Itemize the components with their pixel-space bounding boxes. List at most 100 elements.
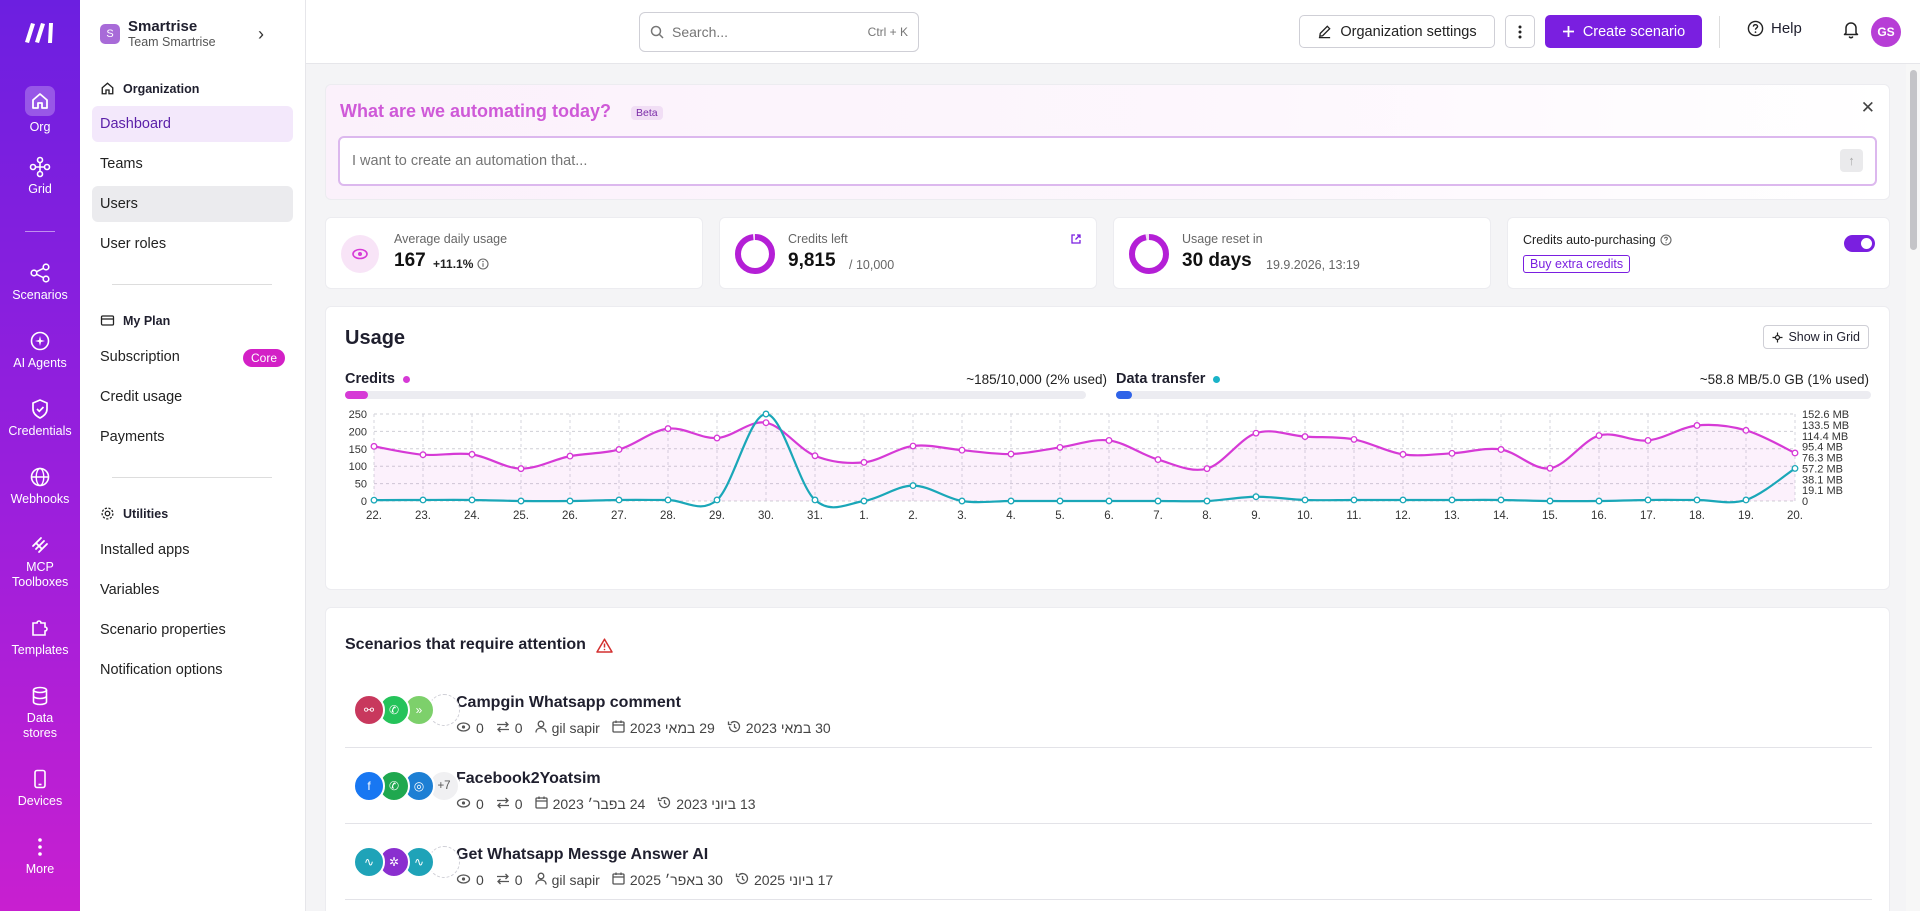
sidebar-item-credit-usage[interactable]: Credit usage — [100, 389, 183, 405]
credits-legend: Credits — [345, 371, 410, 387]
share-icon — [30, 263, 50, 283]
reset-ring-icon — [1129, 234, 1169, 274]
scenario-app-icons: ∿ ✲ ∿ — [353, 846, 460, 880]
updated-date: 17 ביוני 2025 — [735, 872, 833, 888]
scenario-name[interactable]: Campgin Whatsapp comment — [456, 694, 681, 711]
top-bar: Ctrl + K Organization settings Create sc… — [306, 0, 1920, 64]
credits-point — [1203, 465, 1211, 473]
scrollbar-thumb[interactable] — [1910, 70, 1917, 250]
scenario-row[interactable]: ∿ ✲ ∿ Get Whatsapp Messge Answer AI 0 0 gil sa… — [345, 824, 1872, 900]
close-icon[interactable]: ✕ — [1860, 98, 1875, 117]
data-transfer-point — [1595, 497, 1603, 505]
sidebar-item-variables[interactable]: Variables — [100, 582, 160, 598]
rail-item-credentials[interactable]: Credentials — [0, 398, 80, 439]
transfer-dot-icon — [1213, 375, 1221, 383]
transfers-count: 0 — [496, 796, 523, 812]
beta-badge: Beta — [631, 106, 663, 120]
calendar-icon — [534, 796, 548, 812]
data-transfer-point — [1399, 496, 1407, 504]
history-icon — [727, 720, 741, 736]
x-tick-label: 2. — [908, 510, 918, 522]
data-transfer-point — [1105, 497, 1113, 505]
x-tick-label: 8. — [1202, 510, 1212, 522]
data-transfer-point — [762, 410, 770, 418]
send-arrow-icon[interactable]: ↑ — [1840, 149, 1863, 172]
help-button[interactable]: Help — [1747, 20, 1802, 37]
search-box[interactable]: Ctrl + K — [639, 12, 919, 52]
organization-settings-button[interactable]: Organization settings — [1299, 15, 1495, 48]
x-tick-label: 26. — [562, 510, 578, 522]
sidebar-item-user-roles[interactable]: User roles — [100, 236, 167, 252]
credits-summary: ~185/10,000 (2% used) — [966, 372, 1107, 387]
rail-item-ai-agents[interactable]: AI Agents — [0, 330, 80, 371]
views-count: 0 — [456, 720, 484, 736]
help-circle-icon — [1747, 20, 1764, 37]
x-tick-label: 17. — [1640, 510, 1656, 522]
data-transfer-point — [1252, 493, 1260, 501]
scenario-meta: 0 0 24 בפבר׳ 2023 13 ביוני 2023 — [456, 796, 768, 812]
owner: gil sapir — [534, 720, 600, 736]
sidebar-item-dashboard[interactable]: Dashboard — [92, 106, 293, 142]
rail-item-templates[interactable]: Templates — [0, 617, 80, 658]
x-tick-label: 13. — [1444, 510, 1460, 522]
y-tick-label-left: 50 — [355, 479, 367, 491]
plus-icon — [1562, 26, 1574, 37]
eye-icon — [456, 872, 471, 888]
search-icon — [650, 25, 664, 39]
scenario-row[interactable]: ⚯ ✆» Campgin Whatsapp comment 0 0 gil sapir 29… — [345, 672, 1872, 748]
sidebar-item-teams[interactable]: Teams — [100, 156, 143, 172]
user-avatar[interactable]: GS — [1871, 17, 1901, 47]
rail-item-org[interactable]: Org — [0, 86, 80, 135]
y-tick-label-right: 76.3 MB — [1802, 453, 1843, 465]
rail-item-mcp-toolboxes[interactable]: MCP Toolboxes — [0, 534, 80, 590]
rail-item-more[interactable]: More — [0, 836, 80, 877]
help-circle-icon[interactable] — [1660, 234, 1672, 246]
rail-item-grid[interactable]: Grid — [0, 156, 80, 197]
search-input[interactable] — [672, 24, 868, 40]
x-tick-label: 18. — [1689, 510, 1705, 522]
attention-card: Scenarios that require attention ⚯ ✆» Camp… — [325, 607, 1890, 911]
x-tick-label: 4. — [1006, 510, 1016, 522]
user-icon — [534, 720, 547, 736]
page-scrollbar[interactable] — [1906, 64, 1920, 911]
automation-prompt-input[interactable] — [338, 136, 1877, 186]
scenario-name[interactable]: Facebook2Yoatsim — [456, 770, 601, 787]
sidebar-item-subscription[interactable]: Subscription Core — [92, 339, 293, 375]
sidebar-item-scenario-properties[interactable]: Scenario properties — [100, 622, 226, 638]
create-scenario-button[interactable]: Create scenario — [1545, 15, 1702, 48]
chevron-right-icon[interactable]: › — [258, 24, 264, 44]
facebook-icon: f — [353, 770, 385, 802]
scenario-row[interactable]: f ✆ ◎ +7 Facebook2Yoatsim 0 0 24 בפבר׳ 2023 13 ב… — [345, 748, 1872, 824]
sidebar-item-payments[interactable]: Payments — [100, 429, 165, 445]
show-in-grid-button[interactable]: Show in Grid — [1763, 325, 1869, 349]
external-link-icon[interactable] — [1070, 233, 1082, 245]
database-icon — [32, 686, 48, 706]
rail-item-data-stores[interactable]: Data stores — [0, 685, 80, 741]
data-transfer-point — [664, 496, 672, 504]
credits-usage-bar — [345, 391, 1086, 399]
auto-purchasing-toggle[interactable] — [1844, 235, 1875, 252]
sidebar-item-users[interactable]: Users — [92, 186, 293, 222]
buy-extra-credits-button[interactable]: Buy extra credits — [1523, 255, 1631, 273]
info-icon[interactable] — [477, 258, 489, 270]
history-icon — [657, 796, 671, 812]
average-daily-usage-card: Average daily usage 167 +11.1% — [325, 217, 703, 289]
sidebar-item-installed-apps[interactable]: Installed apps — [100, 542, 190, 558]
bell-icon[interactable] — [1842, 20, 1860, 39]
sidebar-item-notification-options[interactable]: Notification options — [100, 662, 223, 678]
eye-icon — [456, 720, 471, 736]
data-transfer-point — [1056, 497, 1064, 505]
usage-reset-value: 30 days — [1182, 250, 1252, 271]
rail-item-scenarios[interactable]: Scenarios — [0, 262, 80, 303]
organization-switcher[interactable]: S Smartrise Team Smartrise › — [100, 16, 264, 52]
make-logo-icon[interactable] — [22, 18, 58, 46]
data-transfer-point — [468, 496, 476, 504]
x-tick-label: 11. — [1346, 510, 1361, 522]
more-options-button[interactable] — [1505, 15, 1535, 48]
rail-item-devices[interactable]: Devices — [0, 768, 80, 809]
mcp-icon — [32, 537, 48, 553]
credits-left-value: 9,815 — [788, 250, 836, 271]
rail-item-webhooks[interactable]: Webhooks — [0, 466, 80, 507]
scenario-name[interactable]: Get Whatsapp Messge Answer AI — [456, 846, 709, 863]
